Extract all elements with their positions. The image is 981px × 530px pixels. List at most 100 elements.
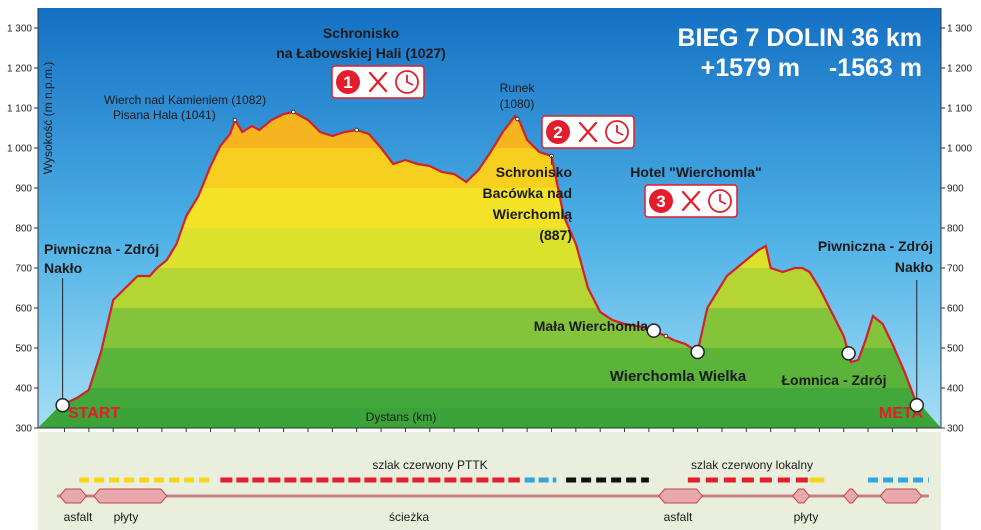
place-labowska-name: Schronisko bbox=[323, 25, 399, 41]
elevation-band-base bbox=[38, 408, 941, 428]
hotel-dot bbox=[663, 333, 669, 339]
cutlery-icon-fork bbox=[681, 190, 701, 212]
place-hotel-wierchomla: Hotel "Wierchomla" bbox=[630, 164, 761, 180]
y-tick-label-right: 1 100 bbox=[947, 104, 972, 115]
y-tick-label-right: 800 bbox=[947, 224, 964, 235]
surface-strip bbox=[57, 488, 929, 504]
elevation-band bbox=[38, 268, 941, 308]
surface-label-plyty-2: płyty bbox=[794, 510, 819, 524]
surface-labels: asfalt płyty ścieżka asfalt płyty bbox=[64, 510, 819, 524]
y-tick-label: 700 bbox=[15, 264, 32, 275]
aid-station-badge: 3 bbox=[644, 184, 738, 218]
trail-label-local: szlak czerwony lokalny bbox=[691, 458, 813, 472]
cutlery-icon bbox=[368, 71, 388, 93]
y-tick-label: 400 bbox=[15, 384, 32, 395]
place-wierch-name: Wierch nad Kamieniem (1082) bbox=[104, 93, 266, 107]
surface-asfalt-2 bbox=[657, 488, 704, 504]
place-lomnica: Łomnica - Zdrój bbox=[782, 372, 887, 388]
y-tick-label: 1 300 bbox=[7, 24, 32, 35]
mala-wierchomla-marker bbox=[646, 323, 662, 338]
y-tick-label: 1 100 bbox=[7, 104, 32, 115]
y-axis-label: Wysokość (m n.p.m.) bbox=[41, 62, 55, 175]
y-tick-label: 800 bbox=[15, 224, 32, 235]
y-tick-label: 500 bbox=[15, 344, 32, 355]
clock-icon bbox=[708, 189, 732, 213]
place-labowska-name2: na Łabowskiej Hali (1027) bbox=[276, 45, 446, 61]
place-start-name: Piwniczna - Zdrój bbox=[44, 241, 159, 257]
clock-icon-hands bbox=[719, 194, 727, 205]
place-bacowka-name: Schronisko bbox=[496, 164, 572, 180]
start-label: START bbox=[68, 405, 120, 422]
place-wierchomla-wielka: Wierchomla Wielka bbox=[610, 368, 747, 385]
y-axis-ticks-right: 300 400 500 600 700 800 900 1 000 1 100 1 200 1 30… bbox=[941, 24, 972, 435]
cutlery-icon-fork bbox=[368, 71, 388, 93]
clock-icon-face bbox=[605, 120, 629, 144]
pisana-dot bbox=[291, 109, 296, 115]
start-marker bbox=[55, 397, 70, 413]
place-labels: Piwniczna - Zdrój Nakło Wierch nad Kamie… bbox=[44, 25, 933, 388]
y-tick-label: 600 bbox=[15, 304, 32, 315]
aid-station-number: 2 bbox=[553, 123, 562, 142]
clock-icon bbox=[395, 70, 419, 94]
runek-dot bbox=[515, 116, 520, 122]
trail-label-pttk: szlak czerwony PTTK bbox=[372, 458, 487, 472]
wierch-dot bbox=[232, 117, 238, 123]
y-tick-label: 1 000 bbox=[7, 144, 32, 155]
surface-plyty-1 bbox=[93, 488, 168, 504]
cutlery-icon-fork bbox=[578, 121, 598, 143]
y-tick-label-right: 1 200 bbox=[947, 64, 972, 75]
y-tick-label-right: 700 bbox=[947, 264, 964, 275]
meta-marker bbox=[909, 397, 924, 413]
aid-station-number-disc bbox=[649, 189, 673, 213]
chart-title: BIEG 7 DOLIN 36 km bbox=[677, 24, 922, 52]
place-meta-name: Piwniczna - Zdrój bbox=[818, 238, 933, 254]
clock-icon-hands bbox=[406, 75, 414, 86]
place-runek-name2: (1080) bbox=[500, 97, 535, 111]
surface-label-asfalt-1: asfalt bbox=[64, 510, 93, 524]
elevation-profile-line bbox=[59, 110, 923, 408]
aid-station-number: 3 bbox=[656, 192, 665, 211]
aid-station-badge: 2 bbox=[541, 115, 635, 149]
surface-asfalt-1 bbox=[58, 488, 88, 504]
clock-icon bbox=[605, 120, 629, 144]
cutlery-icon bbox=[578, 121, 598, 143]
x-axis-label: Dystans (km) bbox=[366, 410, 437, 424]
place-mala-wierchomla: Mała Wierchomla bbox=[534, 318, 648, 334]
surface-plyty-2 bbox=[791, 488, 811, 504]
y-tick-label-right: 1 300 bbox=[947, 24, 972, 35]
y-tick-label: 900 bbox=[15, 184, 32, 195]
y-axis-ticks-left: 300 400 500 600 700 800 900 1 000 1 100 1 200 1 30… bbox=[7, 24, 38, 435]
y-tick-label-right: 500 bbox=[947, 344, 964, 355]
wierchomla-wielka-marker bbox=[690, 344, 705, 360]
aid-station-badge: 1 bbox=[331, 65, 425, 99]
clock-icon-face bbox=[395, 70, 419, 94]
surface-label-sciezka: ścieżka bbox=[389, 510, 429, 524]
place-bacowka-name2: Bacówka nad bbox=[483, 185, 572, 201]
clock-icon-hands bbox=[616, 125, 624, 136]
surface-segment bbox=[843, 488, 859, 504]
elevation-loss: -1563 m bbox=[829, 54, 922, 82]
surface-label-asfalt-2: asfalt bbox=[664, 510, 693, 524]
surface-label-plyty-1: płyty bbox=[114, 510, 139, 524]
lomnica-marker bbox=[841, 346, 856, 361]
y-tick-label: 1 200 bbox=[7, 64, 32, 75]
y-tick-label-right: 1 000 bbox=[947, 144, 972, 155]
labowska-dot bbox=[354, 127, 359, 133]
place-runek-name: Runek bbox=[500, 81, 536, 95]
place-start-name2: Nakło bbox=[44, 260, 82, 276]
aid-stations: 1 2 3 bbox=[331, 65, 738, 218]
elevation-band bbox=[38, 348, 941, 388]
y-tick-label-right: 600 bbox=[947, 304, 964, 315]
y-tick-label: 300 bbox=[15, 424, 32, 435]
aid-station-number-disc bbox=[546, 120, 570, 144]
y-tick-label-right: 900 bbox=[947, 184, 964, 195]
cutlery-icon bbox=[681, 190, 701, 212]
y-tick-label-right: 300 bbox=[947, 424, 964, 435]
place-wierch-name2: Pisana Hala (1041) bbox=[113, 108, 216, 122]
place-bacowka-name4: (887) bbox=[539, 227, 572, 243]
place-bacowka-name3: Wierchomlą bbox=[493, 206, 572, 222]
aid-station-number: 1 bbox=[343, 73, 352, 92]
waypoint-markers bbox=[55, 109, 924, 413]
clock-icon-face bbox=[708, 189, 732, 213]
